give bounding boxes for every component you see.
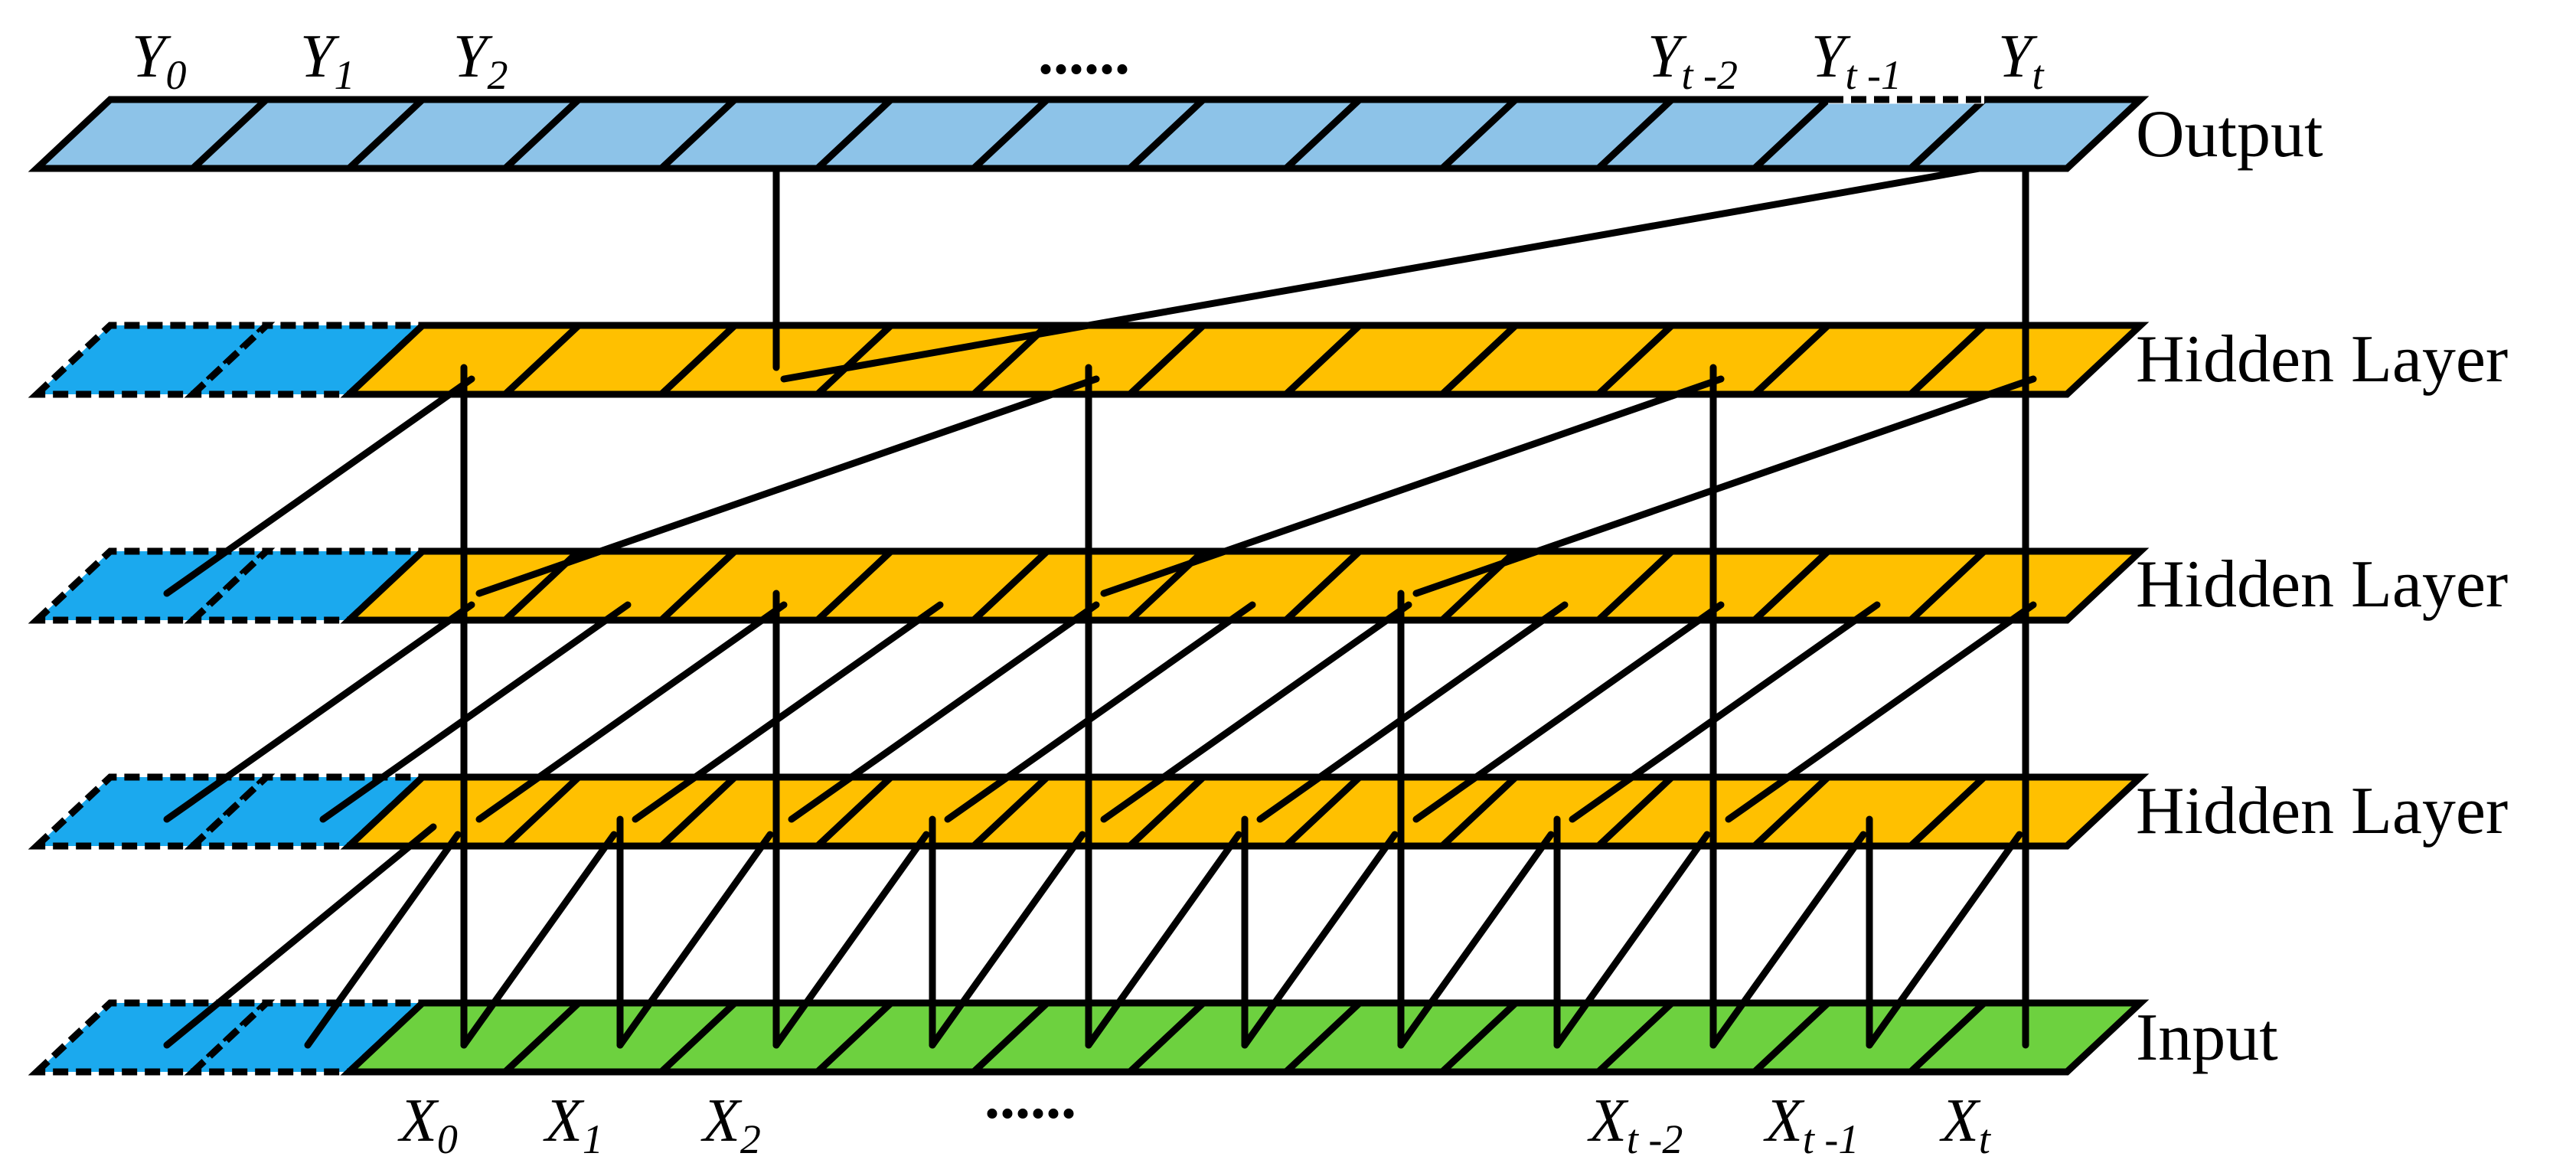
- conn-in-h1-diagonal: [616, 831, 774, 1049]
- input-label-x2: X2: [700, 1087, 761, 1162]
- layer-label-hidden-mid: Hidden Layer: [2136, 547, 2508, 622]
- connection-lines: [163, 165, 2037, 1049]
- input-label-xt-1: Xt -1: [1763, 1087, 1859, 1162]
- conn-h3-out-diagonal: [780, 165, 1983, 383]
- conn-h1-h2-diagonal: [475, 601, 788, 823]
- conn-h2-h3-diagonal: [163, 375, 475, 597]
- conn-h1-h2-diagonal: [1725, 601, 2037, 823]
- conn-in-h1-diagonal: [929, 831, 1086, 1049]
- conn-in-h1-diagonal: [1085, 831, 1242, 1049]
- conn-in-h1-diagonal: [1866, 831, 2023, 1049]
- input-label-x0: X0: [397, 1087, 458, 1162]
- conn-h1-h2-diagonal: [1256, 601, 1569, 823]
- conn-in-h1-diagonal: [1241, 831, 1399, 1049]
- layer-label-input: Input: [2136, 1001, 2278, 1075]
- conn-h1-h2-diagonal: [163, 601, 475, 823]
- input-timestep-labels: X0 X1 X2 Xt -2 Xt -1 Xt ......: [397, 1064, 1992, 1162]
- conn-h2-h3-diagonal: [1100, 375, 1725, 597]
- conn-h2-h3-diagonal: [475, 375, 1100, 597]
- conn-h1-h2-diagonal: [1100, 601, 1412, 823]
- conn-h2-h3-diagonal: [1412, 375, 2037, 597]
- output-label-y2: Y2: [453, 23, 508, 98]
- input-label-x1: X1: [543, 1087, 603, 1162]
- conn-h1-h2-diagonal: [1412, 601, 1725, 823]
- input-label-xt: Xt: [1939, 1087, 1992, 1162]
- conn-in-h1-diagonal: [460, 831, 618, 1049]
- conn-h1-h2-diagonal: [944, 601, 1256, 823]
- input-label-xt-2: Xt -2: [1587, 1087, 1683, 1162]
- conn-h1-h2-diagonal: [632, 601, 944, 823]
- output-cell: [1902, 96, 2150, 172]
- input-ellipsis: ......: [984, 1064, 1076, 1132]
- conn-in-h1-diagonal: [1709, 831, 1867, 1049]
- layer-label-hidden-top: Hidden Layer: [2136, 322, 2508, 397]
- conn-h1-h2-diagonal: [1569, 601, 1881, 823]
- conn-in-h1-diagonal: [772, 831, 930, 1049]
- output-label-yt-1: Yt -1: [1811, 23, 1902, 98]
- output-label-y1: Y1: [300, 23, 355, 98]
- conn-in-h1-diagonal: [1397, 831, 1555, 1049]
- layer-labels: Output Hidden Layer Hidden Layer Hidden …: [2136, 97, 2508, 1075]
- conn-in-h1-diagonal: [1553, 831, 1711, 1049]
- conn-pad-in-h1: [163, 823, 437, 1049]
- output-timestep-labels: Y0 Y1 Y2 Yt -2 Yt -1 Yt ......: [132, 20, 2045, 98]
- output-label-y0: Y0: [132, 23, 187, 98]
- conn-in-h1-diagonal: [304, 831, 462, 1049]
- output-ellipsis: ......: [1038, 20, 1130, 87]
- output-label-yt: Yt: [1998, 23, 2045, 98]
- output-bar: [28, 95, 2150, 172]
- conn-h1-h2-diagonal: [319, 601, 632, 823]
- conn-h1-h2-diagonal: [788, 601, 1100, 823]
- layer-label-output: Output: [2136, 97, 2323, 172]
- output-label-yt-2: Yt -2: [1647, 23, 1738, 98]
- layer-label-hidden-bottom: Hidden Layer: [2136, 774, 2508, 848]
